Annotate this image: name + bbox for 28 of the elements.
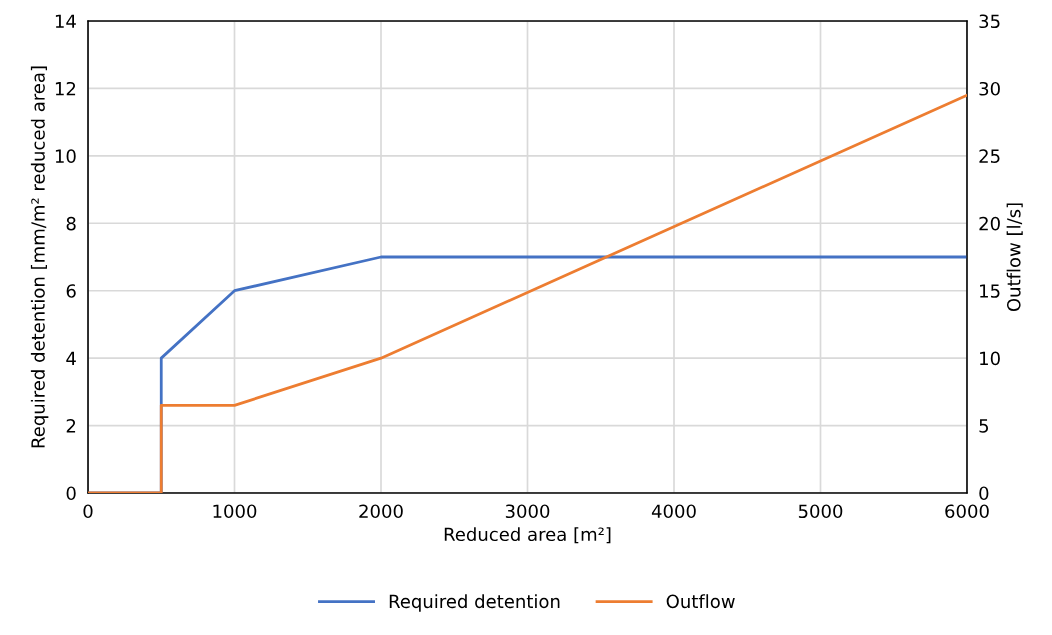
legend-label: Required detention xyxy=(389,594,560,612)
y-tick-label: 2 xyxy=(66,419,76,433)
y-axis-title: Required detention [mm/m² reduced area] xyxy=(30,66,49,448)
legend-label: Outflow xyxy=(666,594,735,609)
x-tick-label: 4000 xyxy=(651,504,696,519)
y-tick-label: 4 xyxy=(66,351,76,365)
x-tick-label: 2000 xyxy=(359,504,403,519)
y2-tick-label: 0 xyxy=(979,486,989,501)
x-axis-title: Reduced area [m²] xyxy=(444,527,611,544)
y2-axis-title: Outflow [l/s] xyxy=(1006,203,1023,312)
y2-tick-label: 30 xyxy=(979,81,1000,96)
y-tick-label: 0 xyxy=(66,486,76,501)
x-tick-label: 1000 xyxy=(213,504,257,519)
y-tick-label: 12 xyxy=(55,81,76,96)
x-tick-label: 0 xyxy=(83,504,93,519)
y-tick-label: 8 xyxy=(66,216,76,231)
y-tick-label: 14 xyxy=(55,14,76,28)
x-tick-label: 6000 xyxy=(945,504,989,519)
y-tick-label: 6 xyxy=(66,284,76,298)
y2-tick-label: 20 xyxy=(979,216,1000,231)
y2-tick-label: 15 xyxy=(980,284,1000,298)
y2-tick-label: 35 xyxy=(979,14,1000,29)
y-tick-label: 10 xyxy=(55,149,76,163)
y2-tick-label: 10 xyxy=(980,351,1000,366)
x-tick-label: 5000 xyxy=(798,504,843,519)
x-tick-label: 3000 xyxy=(505,504,550,519)
y2-tick-label: 25 xyxy=(979,149,1000,163)
y2-tick-label: 5 xyxy=(979,419,989,433)
